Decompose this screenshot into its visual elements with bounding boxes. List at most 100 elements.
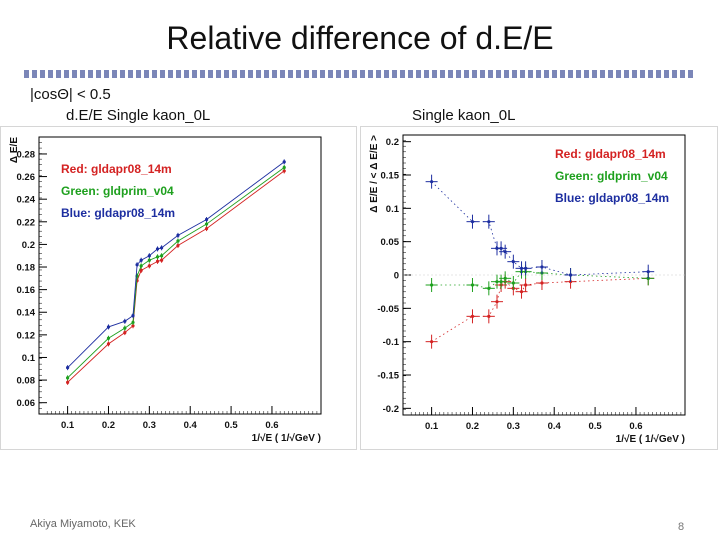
data-point (106, 336, 111, 340)
y-tick-label: 0.08 (17, 376, 36, 387)
data-point (131, 320, 135, 325)
data-point (139, 268, 143, 273)
series-line-2 (431, 181, 649, 276)
data-point (66, 376, 70, 380)
x-tick-label: 0.4 (548, 421, 562, 432)
x-axis-label: 1/√E ( 1/√GeV ) (616, 434, 685, 445)
series-line-0 (431, 277, 649, 343)
data-point (176, 233, 180, 237)
data-point (147, 264, 151, 268)
slide-title: Relative difference of d.E/E (166, 20, 554, 56)
data-point (160, 246, 164, 250)
x-tick-label: 0.6 (629, 421, 642, 432)
data-point (282, 165, 286, 170)
y-tick-label: -0.2 (383, 404, 399, 415)
page-number: 8 (678, 521, 685, 533)
x-tick-label: 0.3 (143, 420, 156, 431)
legend-entry: Green: gldprim_v04 (555, 169, 668, 183)
y-tick-label: 0.14 (17, 308, 36, 319)
x-tick-label: 0.3 (507, 421, 520, 432)
right-chart-panel: 0.2 0.15 0.1 0.05 0 -0.05 -0.1 -0.15 -0.2 0.1 0.2 0… (360, 126, 718, 450)
y-tick-label: 0.26 (17, 172, 36, 183)
data-point (106, 342, 111, 346)
data-point (511, 281, 515, 285)
data-point (139, 258, 143, 262)
data-point (503, 276, 507, 280)
legend-entry: Blue: gldapr08_14m (555, 191, 669, 205)
data-point (503, 250, 507, 254)
data-point (131, 314, 135, 318)
y-tick-label: 0.2 (386, 137, 399, 148)
x-tick-label: 0.6 (265, 420, 278, 431)
x-tick-label: 0.5 (224, 420, 238, 431)
data-point (495, 300, 499, 304)
data-point (499, 280, 503, 284)
data-point (66, 366, 70, 370)
series-line-0 (67, 170, 285, 383)
data-point (160, 254, 164, 258)
y-tick-label: 0.24 (17, 195, 36, 206)
left-chart-panel: 0.06 0.08 0.1 0.12 0.14 0.16 0.18 0.2 0.22 0.24 0.… (0, 126, 357, 450)
right-chart-svg: 0.2 0.15 0.1 0.05 0 -0.05 -0.1 -0.15 -0.2 0.1 0.2 0… (369, 134, 686, 445)
data-point (282, 160, 286, 164)
data-point (147, 258, 151, 262)
y-tick-label: 0.05 (381, 237, 400, 248)
data-point (487, 286, 491, 290)
y-tick-label: 0.1 (386, 204, 400, 215)
series-line-2 (67, 161, 285, 368)
data-point (499, 246, 503, 250)
data-point (123, 326, 127, 330)
y-tick-label: 0 (394, 271, 399, 282)
right-chart-title: Single kaon_0L (412, 107, 516, 124)
data-point (204, 222, 209, 226)
y-axis-label: Δ E/E / < Δ E/E > (369, 135, 380, 213)
data-point (487, 314, 491, 318)
data-point (147, 254, 151, 258)
plot-frame (38, 136, 322, 415)
data-point (160, 258, 164, 262)
data-point (155, 255, 160, 259)
data-point (540, 265, 544, 269)
left-chart-title: d.E/E Single kaon_0L (66, 107, 211, 124)
data-point (123, 330, 127, 335)
title-divider (24, 70, 694, 78)
data-point (66, 380, 70, 384)
data-point (131, 324, 135, 328)
data-point (568, 273, 573, 277)
x-axis-label: 1/√E ( 1/√GeV ) (252, 433, 321, 444)
data-point (470, 220, 475, 224)
x-tick-label: 0.1 (425, 421, 439, 432)
y-tick-label: 0.06 (17, 398, 36, 409)
y-axis-label: Δ E/E (9, 137, 20, 163)
data-point (430, 180, 434, 184)
data-point (204, 217, 209, 222)
y-tick-label: -0.1 (383, 337, 400, 348)
y-tick-label: 0.16 (17, 285, 36, 296)
data-point (123, 319, 127, 323)
legend-entry: Green: gldprim_v04 (61, 184, 174, 198)
data-point (487, 220, 491, 224)
y-tick-label: -0.15 (377, 371, 399, 382)
data-point (524, 266, 528, 270)
legend-entry: Red: gldapr08_14m (61, 162, 172, 176)
data-point (430, 340, 434, 344)
y-tick-label: 0.28 (17, 149, 36, 160)
data-point (204, 226, 209, 231)
data-point (524, 283, 528, 287)
x-tick-label: 0.1 (61, 420, 75, 431)
series-line-1 (67, 167, 285, 379)
data-point (282, 169, 286, 173)
data-point (519, 290, 524, 294)
y-tick-label: 0.12 (17, 330, 36, 341)
data-point (540, 281, 544, 285)
y-tick-label: 0.18 (17, 263, 36, 274)
data-point (139, 264, 143, 268)
data-point (176, 239, 180, 243)
footer-author: Akiya Miyamoto, KEK (30, 518, 136, 530)
angle-condition: |cosΘ| < 0.5 (30, 86, 111, 103)
data-point (176, 243, 180, 248)
y-tick-label: 0.22 (17, 217, 36, 228)
data-point (470, 314, 475, 318)
data-point (155, 247, 160, 251)
data-point (106, 325, 111, 329)
